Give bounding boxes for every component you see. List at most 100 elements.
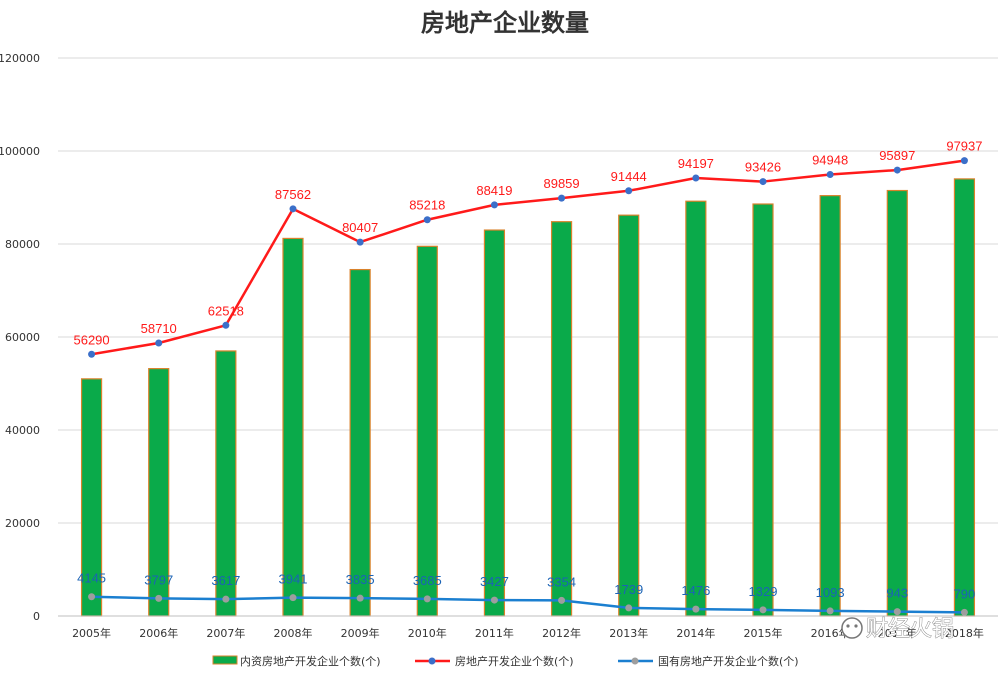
state-enterprises-data-label: 1093 xyxy=(816,585,845,600)
watermark: 财经火锅 xyxy=(841,617,954,642)
total-enterprises-point xyxy=(692,174,700,182)
y-tick-label: 100000 xyxy=(0,145,40,158)
state-enterprises-data-label: 1476 xyxy=(681,583,710,598)
bar xyxy=(282,237,304,617)
legend: 内资房地产开发企业个数(个) 房地产开发企业个数(个) 国有房地产开发企业个数(个) xyxy=(212,654,799,668)
x-tick-label: 2012年 xyxy=(542,626,581,640)
total-enterprises-point xyxy=(490,201,498,209)
legend-swatch-bar xyxy=(212,655,238,665)
state-enterprises-point xyxy=(692,605,700,613)
gridlines xyxy=(58,57,998,617)
total-enterprises-data-label: 85218 xyxy=(409,198,445,213)
x-tick-label: 2005年 xyxy=(72,626,111,640)
x-tick-label: 2013年 xyxy=(609,626,648,640)
total-enterprises-data-label: 93426 xyxy=(745,160,781,175)
bar xyxy=(416,245,438,617)
state-enterprises-point xyxy=(960,608,968,616)
x-tick-label: 2015年 xyxy=(744,626,783,640)
state-enterprises-point xyxy=(826,607,834,615)
state-enterprises-point xyxy=(155,594,163,602)
state-enterprises-data-label: 3797 xyxy=(144,572,173,587)
chart-title: 房地产企业数量 xyxy=(421,9,589,37)
legend-label-total: 房地产开发企业个数(个) xyxy=(455,654,574,668)
bar xyxy=(618,214,640,617)
x-tick-label: 2017年 xyxy=(878,626,917,640)
y-tick-label: 20000 xyxy=(5,517,40,530)
total-enterprises-point xyxy=(423,216,431,224)
state-enterprises-point xyxy=(759,606,767,614)
bar xyxy=(349,268,371,617)
total-enterprises-data-label: 95897 xyxy=(879,148,915,163)
legend-label-state: 国有房地产开发企业个数(个) xyxy=(658,654,799,668)
y-tick-label: 120000 xyxy=(0,52,40,65)
y-tick-label: 0 xyxy=(33,610,40,623)
y-tick-label: 80000 xyxy=(5,238,40,251)
total-enterprises-data-label: 80407 xyxy=(342,220,378,235)
y-tick-label: 40000 xyxy=(5,424,40,437)
y-axis: 0 20000 40000 60000 80000 100000 120000 xyxy=(0,52,40,623)
state-enterprises-line xyxy=(91,595,965,614)
legend-swatch-total-marker xyxy=(428,657,436,665)
total-enterprises-data-label: 94197 xyxy=(678,156,714,171)
total-enterprises-point xyxy=(222,321,230,329)
state-enterprises-point xyxy=(88,593,96,601)
legend-label-bar: 内资房地产开发企业个数(个) xyxy=(240,654,381,668)
bar xyxy=(953,178,976,617)
x-tick-label: 2018年 xyxy=(945,626,984,640)
legend-swatch-state-marker xyxy=(631,657,639,665)
wechat-icon xyxy=(841,617,863,639)
x-tick-label: 2009年 xyxy=(341,626,380,640)
total-enterprises-data-label: 62518 xyxy=(208,303,244,318)
state-enterprises-point xyxy=(490,596,498,604)
state-enterprises-data-label: 4145 xyxy=(77,571,106,586)
watermark-text: 财经火锅 xyxy=(866,617,954,642)
x-tick-label: 2011年 xyxy=(475,626,514,640)
state-enterprises-point xyxy=(893,608,901,616)
wechat-icon-eye-left xyxy=(846,624,850,628)
total-enterprises-data-label: 56290 xyxy=(73,332,109,347)
state-enterprises-data-label: 1329 xyxy=(749,584,778,599)
x-tick-label: 2014年 xyxy=(676,626,715,640)
x-tick-label: 2006年 xyxy=(139,626,178,640)
total-enterprises-point xyxy=(155,339,163,347)
state-enterprises-data-label: 3617 xyxy=(211,573,240,588)
bar xyxy=(685,200,707,617)
total-enterprises-point xyxy=(625,187,633,195)
total-enterprises-point xyxy=(893,166,901,174)
total-enterprises-point xyxy=(558,194,566,202)
total-enterprises-point xyxy=(960,157,968,165)
bar xyxy=(819,195,841,617)
line-markers xyxy=(88,157,968,616)
state-enterprises-point xyxy=(222,595,230,603)
bar-series xyxy=(80,178,976,617)
state-enterprises-data-label: 3427 xyxy=(480,574,509,589)
y-tick-label: 60000 xyxy=(5,331,40,344)
state-enterprises-point xyxy=(289,594,297,602)
total-enterprises-point xyxy=(759,178,767,186)
state-enterprises-point xyxy=(423,595,431,603)
bar xyxy=(886,189,908,617)
total-enterprises-data-label: 91444 xyxy=(611,169,647,184)
state-enterprises-point xyxy=(625,604,633,612)
state-enterprises-data-label: 943 xyxy=(886,586,908,601)
state-enterprises-point xyxy=(558,596,566,604)
total-enterprises-point xyxy=(356,238,364,246)
state-enterprises-data-label: 3685 xyxy=(413,573,442,588)
state-enterprises-data-label: 1739 xyxy=(614,582,643,597)
x-tick-label: 2008年 xyxy=(274,626,313,640)
total-enterprises-data-label: 87562 xyxy=(275,187,311,202)
x-tick-label: 2007年 xyxy=(206,626,245,640)
state-enterprises-data-label: 3354 xyxy=(547,574,576,589)
data-labels: 56290 58710 62518 87562 80407 85218 88419 89859… xyxy=(73,139,982,602)
total-enterprises-data-label: 88419 xyxy=(476,183,512,198)
total-enterprises-data-label: 94948 xyxy=(812,152,848,167)
bar xyxy=(550,221,573,617)
total-enterprises-point xyxy=(826,170,834,178)
x-tick-label: 2016年 xyxy=(811,626,850,640)
wechat-icon-eye-right xyxy=(854,624,858,628)
state-enterprises-data-label: 790 xyxy=(954,586,976,601)
state-enterprises-point xyxy=(356,594,364,602)
total-enterprises-data-label: 97937 xyxy=(946,139,982,154)
total-enterprises-point xyxy=(88,350,96,358)
